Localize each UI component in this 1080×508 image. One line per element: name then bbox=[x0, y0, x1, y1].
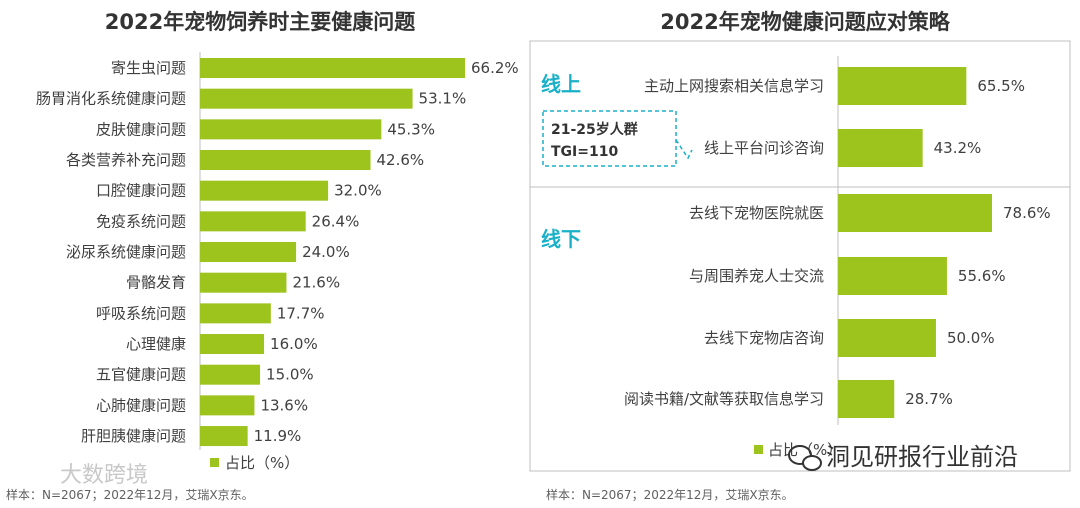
left-bar-12 bbox=[200, 426, 248, 447]
left-category-label-6: 泌尿系统健康问题 bbox=[66, 243, 186, 261]
left-category-label-12: 肝胆胰健康问题 bbox=[81, 427, 186, 445]
right-chart-title: 2022年宠物健康问题应对策略 bbox=[660, 10, 950, 34]
left-value-label-1: 53.1% bbox=[419, 90, 467, 108]
right-bar-1-1 bbox=[838, 257, 947, 295]
right-legend-swatch bbox=[754, 445, 763, 454]
left-bar-2 bbox=[200, 119, 382, 140]
left-bar-9 bbox=[200, 334, 265, 355]
right-bar-0-1 bbox=[838, 129, 923, 167]
left-category-label-3: 各类营养补充问题 bbox=[66, 151, 186, 169]
left-source-note: 样本：N=2067；2022年12月，艾瑞X京东。 bbox=[6, 487, 254, 502]
left-value-label-11: 13.6% bbox=[260, 396, 308, 414]
left-value-label-4: 32.0% bbox=[334, 182, 382, 200]
left-category-label-11: 心肺健康问题 bbox=[96, 396, 186, 414]
left-category-label-0: 寄生虫问题 bbox=[111, 59, 186, 77]
right-bar-group: 主动上网搜索相关信息学习 65.5% 线上平台问诊咨询 43.2% 去线下宠物医院就医 7… bbox=[624, 67, 1051, 418]
left-value-label-7: 21.6% bbox=[292, 274, 340, 292]
tgi-callout-pointer bbox=[675, 139, 693, 160]
left-value-label-3: 42.6% bbox=[377, 151, 425, 169]
right-value-label-1-2: 50.0% bbox=[947, 329, 995, 347]
left-category-label-5: 免疫系统问题 bbox=[96, 212, 186, 230]
left-category-label-9: 心理健康 bbox=[126, 335, 186, 353]
left-legend-label: 占比（%） bbox=[225, 454, 299, 472]
group-tag-offline: 线下 bbox=[541, 227, 581, 251]
left-bar-3 bbox=[200, 150, 371, 171]
left-category-label-4: 口腔健康问题 bbox=[96, 182, 186, 200]
left-category-label-8: 呼吸系统问题 bbox=[96, 304, 186, 322]
right-category-label-1-3: 阅读书籍/文献等获取信息学习 bbox=[624, 390, 824, 408]
left-value-label-5: 26.4% bbox=[312, 212, 360, 230]
left-value-label-12: 11.9% bbox=[254, 427, 302, 445]
tgi-callout-box bbox=[542, 110, 677, 167]
left-bar-6 bbox=[200, 242, 297, 263]
right-value-label-0-0: 65.5% bbox=[977, 77, 1025, 95]
left-bar-11 bbox=[200, 395, 255, 416]
left-value-label-8: 17.7% bbox=[277, 304, 325, 322]
right-panel-frame bbox=[529, 40, 1071, 472]
right-value-label-0-1: 43.2% bbox=[934, 139, 982, 157]
left-bar-7 bbox=[200, 272, 287, 293]
right-bar-0-0 bbox=[838, 67, 967, 105]
left-value-label-6: 24.0% bbox=[302, 243, 350, 261]
right-bar-1-2 bbox=[838, 319, 936, 357]
left-category-label-2: 皮肤健康问题 bbox=[96, 120, 186, 138]
right-category-label-0-1: 线上平台问诊咨询 bbox=[704, 139, 824, 157]
left-bar-group: 寄生虫问题 66.2% 肠胃消化系统健康问题 53.1% 皮肤健康问题 45.3% 各类营养… bbox=[36, 58, 519, 447]
left-bar-5 bbox=[200, 211, 306, 232]
left-bar-4 bbox=[200, 180, 329, 201]
right-legend-label: 占比（%） bbox=[768, 441, 842, 459]
left-value-label-9: 16.0% bbox=[270, 335, 318, 353]
wechat-icon bbox=[788, 445, 822, 471]
left-bar-10 bbox=[200, 364, 261, 385]
right-bar-1-3 bbox=[838, 380, 895, 418]
right-value-label-1-3: 28.7% bbox=[905, 390, 953, 408]
right-value-label-1-1: 55.6% bbox=[958, 267, 1006, 285]
right-bar-1-0 bbox=[838, 194, 992, 232]
right-category-label-1-1: 与周围养宠人士交流 bbox=[689, 267, 824, 285]
left-value-label-10: 15.0% bbox=[266, 366, 314, 384]
left-bar-0 bbox=[200, 58, 465, 78]
right-category-label-1-0: 去线下宠物医院就医 bbox=[689, 204, 824, 222]
left-value-label-2: 45.3% bbox=[387, 120, 435, 138]
left-value-label-0: 66.2% bbox=[471, 59, 519, 77]
watermark-left: 大数跨境 bbox=[60, 463, 148, 488]
left-category-label-10: 五官健康问题 bbox=[96, 366, 186, 384]
left-category-label-1: 肠胃消化系统健康问题 bbox=[36, 90, 186, 108]
tgi-callout-line2: TGI=110 bbox=[551, 144, 618, 160]
left-bar-1 bbox=[200, 88, 413, 109]
group-tag-online: 线上 bbox=[541, 72, 581, 96]
right-value-label-1-0: 78.6% bbox=[1003, 204, 1051, 222]
watermark-right: 洞见研报行业前沿 bbox=[826, 443, 1018, 471]
tgi-callout-line1: 21-25岁人群 bbox=[551, 121, 638, 138]
left-category-label-7: 骨骼发育 bbox=[126, 274, 186, 292]
right-category-label-0-0: 主动上网搜索相关信息学习 bbox=[644, 77, 824, 95]
left-bar-8 bbox=[200, 303, 271, 324]
right-category-label-1-2: 去线下宠物店咨询 bbox=[704, 329, 824, 347]
left-chart-title: 2022年宠物饲养时主要健康问题 bbox=[104, 10, 416, 34]
right-source-note: 样本：N=2067；2022年12月，艾瑞X京东。 bbox=[546, 487, 794, 502]
left-legend-swatch bbox=[210, 458, 219, 467]
